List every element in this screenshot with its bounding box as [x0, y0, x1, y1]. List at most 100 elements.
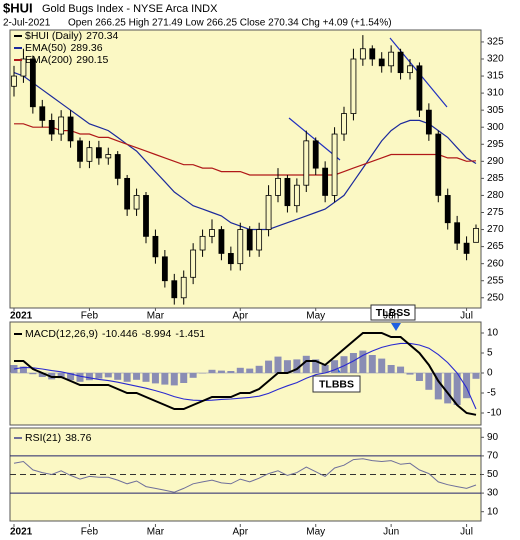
y-tick-label: 280 — [487, 190, 504, 201]
candle-body — [350, 58, 357, 114]
y-tick-label: 265 — [487, 241, 504, 252]
x-tick-label: Jun — [383, 311, 399, 322]
candle-body — [39, 106, 46, 121]
quote: Open 266.25 High 271.49 Low 266.25 Close… — [68, 18, 392, 29]
x-tick-label: Feb — [81, 311, 99, 322]
legend-text: -10.446 — [102, 328, 138, 340]
candle-body — [105, 154, 112, 159]
candle-body — [369, 48, 376, 60]
histogram-bar — [142, 373, 150, 382]
x-tick-label: Apr — [233, 311, 249, 322]
histogram-bar — [161, 373, 169, 385]
candle-body — [227, 253, 234, 265]
candle-body — [237, 229, 244, 265]
histogram-bar — [38, 373, 46, 377]
y-tick-label: 30 — [487, 488, 499, 499]
date: 2-Jul-2021 — [3, 18, 51, 29]
histogram-bar — [236, 367, 244, 373]
y-tick-label: 290 — [487, 156, 504, 167]
histogram-bar — [368, 355, 376, 373]
histogram-bar — [359, 350, 367, 373]
x-tick-label: May — [306, 527, 325, 538]
legend-text: EMA(200) — [25, 54, 72, 66]
candle-body — [275, 177, 281, 196]
histogram-bar — [293, 359, 301, 373]
x-tick-label: Mar — [147, 527, 165, 538]
annotation-box — [312, 375, 361, 393]
x-tick-label: Jul — [460, 311, 473, 322]
candle-body — [444, 195, 451, 224]
y-tick-label: -10 — [487, 408, 502, 419]
candle-body — [407, 65, 413, 74]
subtitle: Gold Bugs Index - NYSE Arca INDX — [42, 3, 218, 15]
legend-text: EMA(50) — [25, 42, 66, 54]
candle-body — [143, 195, 149, 237]
candle-body — [58, 116, 65, 135]
candle-body — [114, 154, 121, 179]
candle-body — [133, 195, 140, 210]
histogram-bar — [189, 373, 197, 378]
histogram-bar — [85, 373, 93, 381]
y-tick-label: 300 — [487, 122, 504, 133]
histogram-bar — [274, 356, 282, 373]
histogram-bar — [349, 353, 357, 373]
candle-body — [331, 133, 338, 196]
y-tick-label: 5 — [487, 348, 493, 359]
histogram-bar — [255, 365, 263, 373]
candle-body — [20, 58, 27, 77]
trend-line — [288, 117, 341, 161]
y-tick-label: 325 — [487, 37, 504, 48]
y-tick-label: 310 — [487, 88, 504, 99]
y-tick-label: 295 — [487, 139, 504, 150]
histogram-bar — [378, 358, 386, 373]
histogram-bar — [217, 370, 225, 373]
histogram-bar — [123, 373, 131, 382]
histogram-bar — [265, 360, 273, 373]
candle-body — [180, 276, 187, 299]
legend-text: 290.15 — [76, 54, 108, 66]
candle-body — [246, 229, 253, 251]
annotation-box — [370, 304, 416, 321]
ticker: $HUI — [3, 0, 33, 15]
histogram-bar — [227, 371, 235, 373]
y-tick-label: 305 — [487, 105, 504, 116]
candle-body — [265, 195, 272, 230]
y-tick-label: 0 — [487, 368, 493, 379]
histogram-bar — [95, 373, 103, 379]
histogram-bar — [331, 360, 339, 373]
histogram-bar — [453, 373, 461, 405]
candle-body — [29, 58, 36, 108]
candle-body — [293, 184, 300, 207]
x-tick-label: 2021 — [10, 311, 33, 322]
legend-text: RSI(21) — [25, 432, 61, 444]
x-tick-label: Jul — [460, 527, 473, 538]
legend-text: -8.994 — [142, 328, 172, 340]
histogram-bar — [180, 373, 188, 383]
legend-text: 289.36 — [70, 42, 102, 54]
histogram-bar — [76, 373, 84, 382]
histogram-bar — [444, 373, 452, 404]
histogram-bar — [472, 373, 480, 379]
candle-body — [416, 65, 423, 111]
candle-body — [359, 48, 366, 60]
y-tick-label: 320 — [487, 54, 504, 65]
candle-body — [124, 177, 131, 210]
candle-body — [284, 177, 291, 207]
candle-body — [435, 133, 442, 196]
rsi-line — [13, 458, 477, 493]
histogram-bar — [67, 373, 75, 381]
legend-text: $HUI (Daily) — [25, 30, 82, 42]
legend-text: 270.34 — [86, 30, 118, 42]
histogram-bar — [114, 373, 122, 380]
candle-body — [454, 222, 461, 244]
legend-text: MACD(12,26,9) — [25, 328, 98, 340]
y-tick-label: 255 — [487, 275, 504, 286]
y-tick-label: 10 — [487, 506, 499, 517]
histogram-bar — [246, 368, 254, 373]
x-tick-label: Jun — [383, 527, 399, 538]
y-tick-label: 285 — [487, 173, 504, 184]
histogram-bar — [340, 356, 348, 373]
arrow-down — [391, 323, 401, 331]
candle-body — [463, 242, 470, 254]
annotation: TLBSS — [376, 307, 410, 319]
